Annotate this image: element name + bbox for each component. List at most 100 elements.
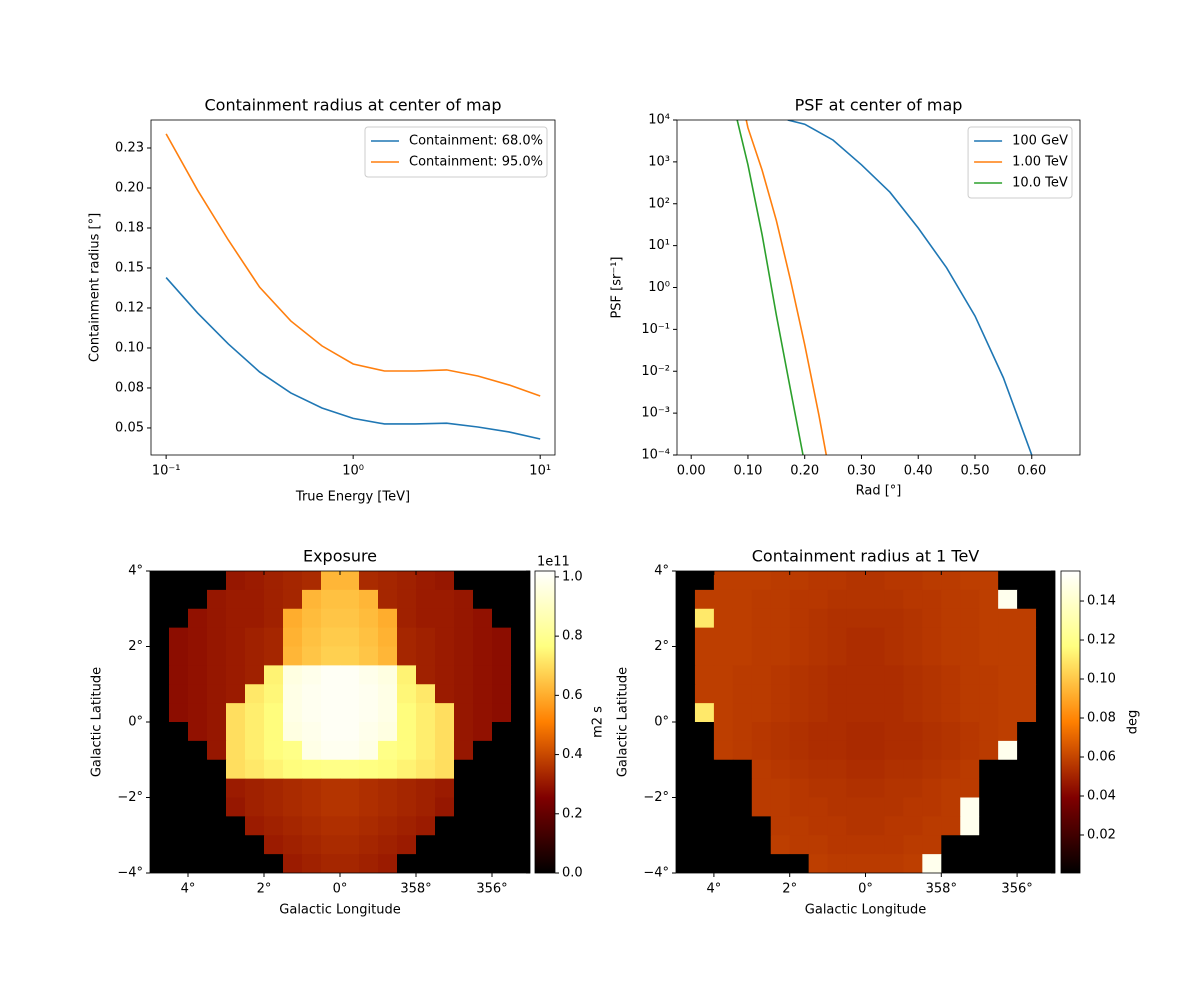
legend-label: Containment: 68.0% bbox=[409, 134, 543, 149]
heatmap-cell bbox=[511, 627, 530, 647]
heatmap-cell bbox=[922, 722, 942, 742]
heatmap-cell bbox=[865, 759, 885, 780]
heatmap-cell bbox=[321, 646, 341, 666]
x-tick-label: 0.30 bbox=[847, 464, 876, 479]
heatmap-cell bbox=[979, 778, 999, 798]
heatmap-cell bbox=[264, 778, 284, 798]
heatmap-cell bbox=[884, 759, 904, 780]
heatmap-cell bbox=[416, 722, 436, 742]
heatmap-cell bbox=[435, 835, 455, 855]
heatmap-cell bbox=[827, 854, 847, 873]
subplot: Containment: 68.0% Containment: 95.0% 10⁻¹… bbox=[88, 96, 556, 505]
heatmap-cell bbox=[188, 703, 208, 723]
heatmap-cell bbox=[226, 627, 246, 647]
heatmap-cell bbox=[694, 816, 715, 836]
y-tick-label: 2° bbox=[654, 639, 669, 654]
legend-label: 100 GeV bbox=[1012, 134, 1068, 149]
heatmap-cell bbox=[789, 571, 810, 591]
heatmap-cell bbox=[245, 722, 265, 742]
heatmap-cell bbox=[378, 740, 398, 761]
y-tick-label: 10² bbox=[648, 196, 670, 211]
heatmap-cell bbox=[302, 816, 322, 836]
heatmap-cell bbox=[713, 589, 734, 610]
heatmap-cell bbox=[903, 722, 923, 742]
heatmap-cell bbox=[416, 665, 436, 685]
y-tick-label: 10³ bbox=[648, 154, 670, 169]
heatmap-cell bbox=[511, 778, 530, 798]
heatmap-cell bbox=[245, 589, 265, 610]
heatmap-cell bbox=[846, 722, 866, 742]
heatmap-cell bbox=[789, 816, 810, 836]
heatmap-cell bbox=[1036, 722, 1055, 742]
heatmap-cell bbox=[283, 703, 303, 723]
heatmap-cell bbox=[922, 797, 942, 817]
heatmap-cell bbox=[207, 589, 227, 610]
heatmap-cell bbox=[808, 854, 828, 873]
heatmap-cell bbox=[283, 665, 303, 685]
heatmap-cell bbox=[378, 589, 398, 610]
heatmap-cell bbox=[713, 646, 734, 666]
heatmap-cell bbox=[732, 778, 753, 798]
heatmap-cell bbox=[998, 759, 1018, 780]
heatmap-cell bbox=[150, 665, 170, 685]
heatmap-cell bbox=[884, 627, 904, 647]
heatmap-cell bbox=[713, 778, 734, 798]
heatmap-cell bbox=[922, 778, 942, 798]
heatmap-cell bbox=[340, 759, 360, 780]
heatmap-cell bbox=[789, 759, 810, 780]
heatmap-cell bbox=[1017, 665, 1037, 685]
colorbar-tick-label: 0.2 bbox=[562, 806, 583, 821]
heatmap-cell bbox=[676, 816, 696, 836]
y-tick-label: 0.10 bbox=[115, 340, 144, 355]
y-tick-label: 10⁻² bbox=[641, 364, 670, 379]
heatmap-cell bbox=[435, 703, 455, 723]
heatmap-cell bbox=[979, 571, 999, 591]
heatmap-cell bbox=[188, 665, 208, 685]
heatmap-cell bbox=[454, 740, 474, 761]
x-axis-label: True Energy [TeV] bbox=[295, 490, 410, 505]
heatmap-cell bbox=[473, 589, 493, 610]
heatmap-cell bbox=[359, 571, 379, 591]
heatmap-cell bbox=[1017, 703, 1037, 723]
heatmap-cell bbox=[359, 608, 379, 629]
heatmap-cell bbox=[264, 703, 284, 723]
heatmap-cell bbox=[676, 589, 696, 610]
heatmap-cell bbox=[998, 835, 1018, 855]
heatmap-cell bbox=[226, 778, 246, 798]
heatmap-cell bbox=[492, 571, 512, 591]
heatmap-cell bbox=[340, 646, 360, 666]
x-tick-label: 358° bbox=[400, 882, 431, 897]
heatmap-cell bbox=[302, 608, 322, 629]
heatmap-cell bbox=[676, 835, 696, 855]
x-tick-label: 0.10 bbox=[733, 464, 762, 479]
heatmap-cell bbox=[207, 703, 227, 723]
colorbar-tick-label: 0.14 bbox=[1087, 594, 1116, 609]
heatmap-cell bbox=[941, 627, 961, 647]
heatmap-cell bbox=[150, 646, 170, 666]
heatmap-cell bbox=[397, 759, 417, 780]
x-tick-label: 356° bbox=[476, 882, 507, 897]
heatmap-cell bbox=[359, 703, 379, 723]
heatmap-cell bbox=[283, 835, 303, 855]
heatmap-cell bbox=[903, 854, 923, 873]
heatmap-cell bbox=[827, 759, 847, 780]
heatmap-cell bbox=[979, 835, 999, 855]
heatmap-cell bbox=[397, 665, 417, 685]
heatmap-cell bbox=[941, 778, 961, 798]
heatmap-cell bbox=[359, 797, 379, 817]
heatmap-cell bbox=[207, 778, 227, 798]
heatmap-cell bbox=[960, 589, 980, 610]
heatmap-cell bbox=[245, 571, 265, 591]
heatmap-cell bbox=[808, 646, 828, 666]
heatmap-cell bbox=[378, 759, 398, 780]
heatmap-cell bbox=[676, 665, 696, 685]
heatmap-cell bbox=[169, 740, 189, 761]
y-tick-label: −4° bbox=[117, 866, 143, 881]
heatmap-cell bbox=[846, 608, 866, 629]
heatmap-cell bbox=[416, 816, 436, 836]
series-line bbox=[165, 277, 541, 440]
heatmap-cell bbox=[676, 740, 696, 761]
heatmap-cell bbox=[827, 608, 847, 629]
heatmap-cell bbox=[789, 854, 810, 873]
heatmap-cell bbox=[1017, 835, 1037, 855]
